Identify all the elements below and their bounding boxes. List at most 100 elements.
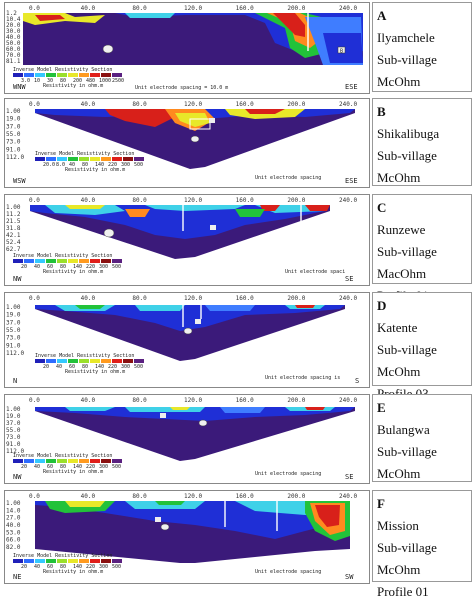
panel-e-legend-swatch bbox=[112, 459, 122, 463]
panel-f-legend-swatch bbox=[101, 559, 111, 563]
panel-e-svg: 0.0 40.0 80.0 120.0 160.0 200.0 240.0 1.0019.0… bbox=[5, 395, 369, 483]
panel-f-caption-line-3: McOhm bbox=[377, 562, 421, 577]
panel-f-depth-tick: 53.0 bbox=[6, 529, 21, 536]
panel-c-legend-swatch bbox=[57, 259, 67, 263]
panel-e-legend-swatch bbox=[90, 459, 100, 463]
panel-a-dir-left: WNW bbox=[13, 83, 26, 91]
panel-c-depth-tick: 21.5 bbox=[6, 218, 21, 225]
panel-e-legend-swatch bbox=[46, 459, 56, 463]
panel-b-depth-tick: 73.0 bbox=[6, 139, 21, 146]
panel-b-top-tick: 200.0 bbox=[287, 101, 305, 108]
panel-a-caption-line-3: McOhm bbox=[377, 74, 421, 89]
panel-f-top-tick: 40.0 bbox=[81, 493, 96, 500]
panel-e-legend-swatch bbox=[68, 459, 78, 463]
panel-b-legend-swatch bbox=[57, 157, 67, 161]
panel-e-top-tick: 200.0 bbox=[287, 397, 305, 404]
panel-c-legend-value: 80 bbox=[60, 264, 66, 270]
panel-f: 0.0 40.0 80.0 120.0 160.0 200.0 240.0 1.00 14.0… bbox=[0, 490, 474, 599]
panel-e-caption-line-2: Sub-village bbox=[377, 444, 437, 459]
panel-a-depth-tick: 50.0 bbox=[6, 40, 21, 47]
panel-b-legend-swatch bbox=[123, 157, 133, 161]
panel-e-depth-tick: 1.00 bbox=[6, 406, 21, 413]
svg-text:B: B bbox=[340, 49, 343, 55]
panel-e-caption-line-1: Bulangwa bbox=[377, 422, 430, 437]
panel-d-depth-tick: 19.0 bbox=[6, 312, 21, 319]
panel-f-top-tick: 120.0 bbox=[184, 493, 202, 500]
panel-e-legend-value: 20 bbox=[21, 464, 27, 470]
panel-c-legend-units: Resistivity in ohm.m bbox=[43, 269, 103, 275]
panel-c-spacing: Unit electrode spaci bbox=[285, 269, 345, 275]
panel-c-top-tick: 80.0 bbox=[132, 197, 147, 204]
panel-a-section: 0.0 40.0 80.0 120.0 160.0 200.0 240.0 1.2 10.4 2… bbox=[4, 2, 370, 94]
panel-a-dir-right: ESE bbox=[345, 83, 358, 91]
panel-e-legend-swatch bbox=[13, 459, 23, 463]
panel-b-legend-value: 40 bbox=[69, 162, 75, 168]
panel-d-top-tick: 0.0 bbox=[29, 295, 40, 302]
panel-c-top-tick: 240.0 bbox=[339, 197, 357, 204]
panel-b-top-tick: 160.0 bbox=[236, 101, 254, 108]
panel-e-legend-value: 80 bbox=[60, 464, 66, 470]
panel-a-depth-tick: 10.4 bbox=[6, 16, 21, 23]
panel-c-svg: 0.0 40.0 80.0 120.0 160.0 200.0 240.0 1.0011.2… bbox=[5, 195, 369, 285]
panel-a-depth-tick: 40.0 bbox=[6, 34, 21, 41]
panel-b-legend-swatch bbox=[79, 157, 89, 161]
panel-b-legend-swatch bbox=[35, 157, 45, 161]
panel-e-top-tick: 0.0 bbox=[29, 397, 40, 404]
panel-a-spacing: Unit electrode spacing = 10.0 m bbox=[135, 85, 228, 91]
panel-c-legend-value: 40 bbox=[34, 264, 40, 270]
panel-d-top-tick: 160.0 bbox=[236, 295, 254, 302]
panel-b-caption-line-3: McOhm bbox=[377, 170, 421, 185]
panel-e-top-tick: 160.0 bbox=[236, 397, 254, 404]
panel-a-depth-tick: 1.2 bbox=[6, 10, 17, 17]
panel-d-legend-swatch bbox=[101, 359, 111, 363]
panel-f-top-tick: 160.0 bbox=[236, 493, 254, 500]
panel-d-legend-swatch bbox=[35, 359, 45, 363]
panel-c-legend-swatch bbox=[112, 259, 122, 263]
panel-d-top-tick: 200.0 bbox=[287, 295, 305, 302]
panel-a-letter: A bbox=[377, 8, 387, 23]
panel-b-top-tick: 40.0 bbox=[81, 101, 96, 108]
panel-d-svg: 0.0 40.0 80.0 120.0 160.0 200.0 240.0 1.0019.0… bbox=[5, 293, 369, 387]
panel-c-legend-value: 20 bbox=[21, 264, 27, 270]
panel-a-top-tick: 40.0 bbox=[81, 5, 96, 12]
panel-b-caption: B Shikalibuga Sub-village McOhm Profile … bbox=[372, 98, 472, 207]
panel-e-depth-tick: 73.0 bbox=[6, 434, 21, 441]
panel-a-legend-swatch bbox=[24, 73, 34, 77]
panel-b-legend-swatch bbox=[134, 157, 144, 161]
panel-f-caption: F Mission Sub-village McOhm Profile 01 bbox=[372, 490, 472, 599]
panel-b-legend-swatch bbox=[46, 157, 56, 161]
panel-a-depth-tick: 60.0 bbox=[6, 46, 21, 53]
panel-f-legend-units: Resistivity in ohm.m bbox=[43, 569, 103, 575]
panel-d-caption-line-2: Sub-village bbox=[377, 342, 437, 357]
panel-b-legend-value: 20.0 bbox=[43, 162, 55, 168]
panel-d-legend-value: 60 bbox=[69, 364, 75, 370]
panel-d-legend-swatch bbox=[123, 359, 133, 363]
panel-e-top-tick: 240.0 bbox=[339, 397, 357, 404]
panel-d-legend-swatch bbox=[90, 359, 100, 363]
panel-c-caption-line-2: Sub-village bbox=[377, 244, 437, 259]
panel-e-legend-units: Resistivity in ohm.m bbox=[43, 469, 103, 475]
panel-b-depth-tick: 37.0 bbox=[6, 123, 21, 130]
panel-f-legend-value: 80 bbox=[60, 564, 66, 570]
panel-f-legend-value: 40 bbox=[34, 564, 40, 570]
panel-d-legend-value: 140 bbox=[95, 364, 104, 370]
panel-b-depth-tick: 55.0 bbox=[6, 131, 21, 138]
panel-c-caption-line-3: MacOhm bbox=[377, 266, 427, 281]
panel-d-legend-swatch bbox=[68, 359, 78, 363]
panel-e-legend-value: 500 bbox=[112, 464, 121, 470]
panel-d-top-tick: 240.0 bbox=[339, 295, 357, 302]
panel-a-top-tick: 240.0 bbox=[339, 5, 357, 12]
panel-f-depth-tick: 1.00 bbox=[6, 500, 21, 507]
panel-d-top-tick: 40.0 bbox=[81, 295, 96, 302]
panel-a-legend-swatch bbox=[112, 73, 122, 77]
panel-c-depth-tick: 31.8 bbox=[6, 225, 21, 232]
panel-d-depth-tick: 91.0 bbox=[6, 342, 21, 349]
panel-a-svg: 0.0 40.0 80.0 120.0 160.0 200.0 240.0 1.210.42… bbox=[5, 3, 369, 93]
panel-d-depth-tick: 112.0 bbox=[6, 350, 24, 357]
panel-e-depth-tick: 55.0 bbox=[6, 427, 21, 434]
panel-f-legend-swatch bbox=[35, 559, 45, 563]
panel-c-top-tick: 40.0 bbox=[81, 197, 96, 204]
panel-b-legend-value: 8.0 bbox=[56, 162, 65, 168]
panel-e-legend-value: 220 bbox=[86, 464, 95, 470]
panel-d-legend-value: 500 bbox=[134, 364, 143, 370]
